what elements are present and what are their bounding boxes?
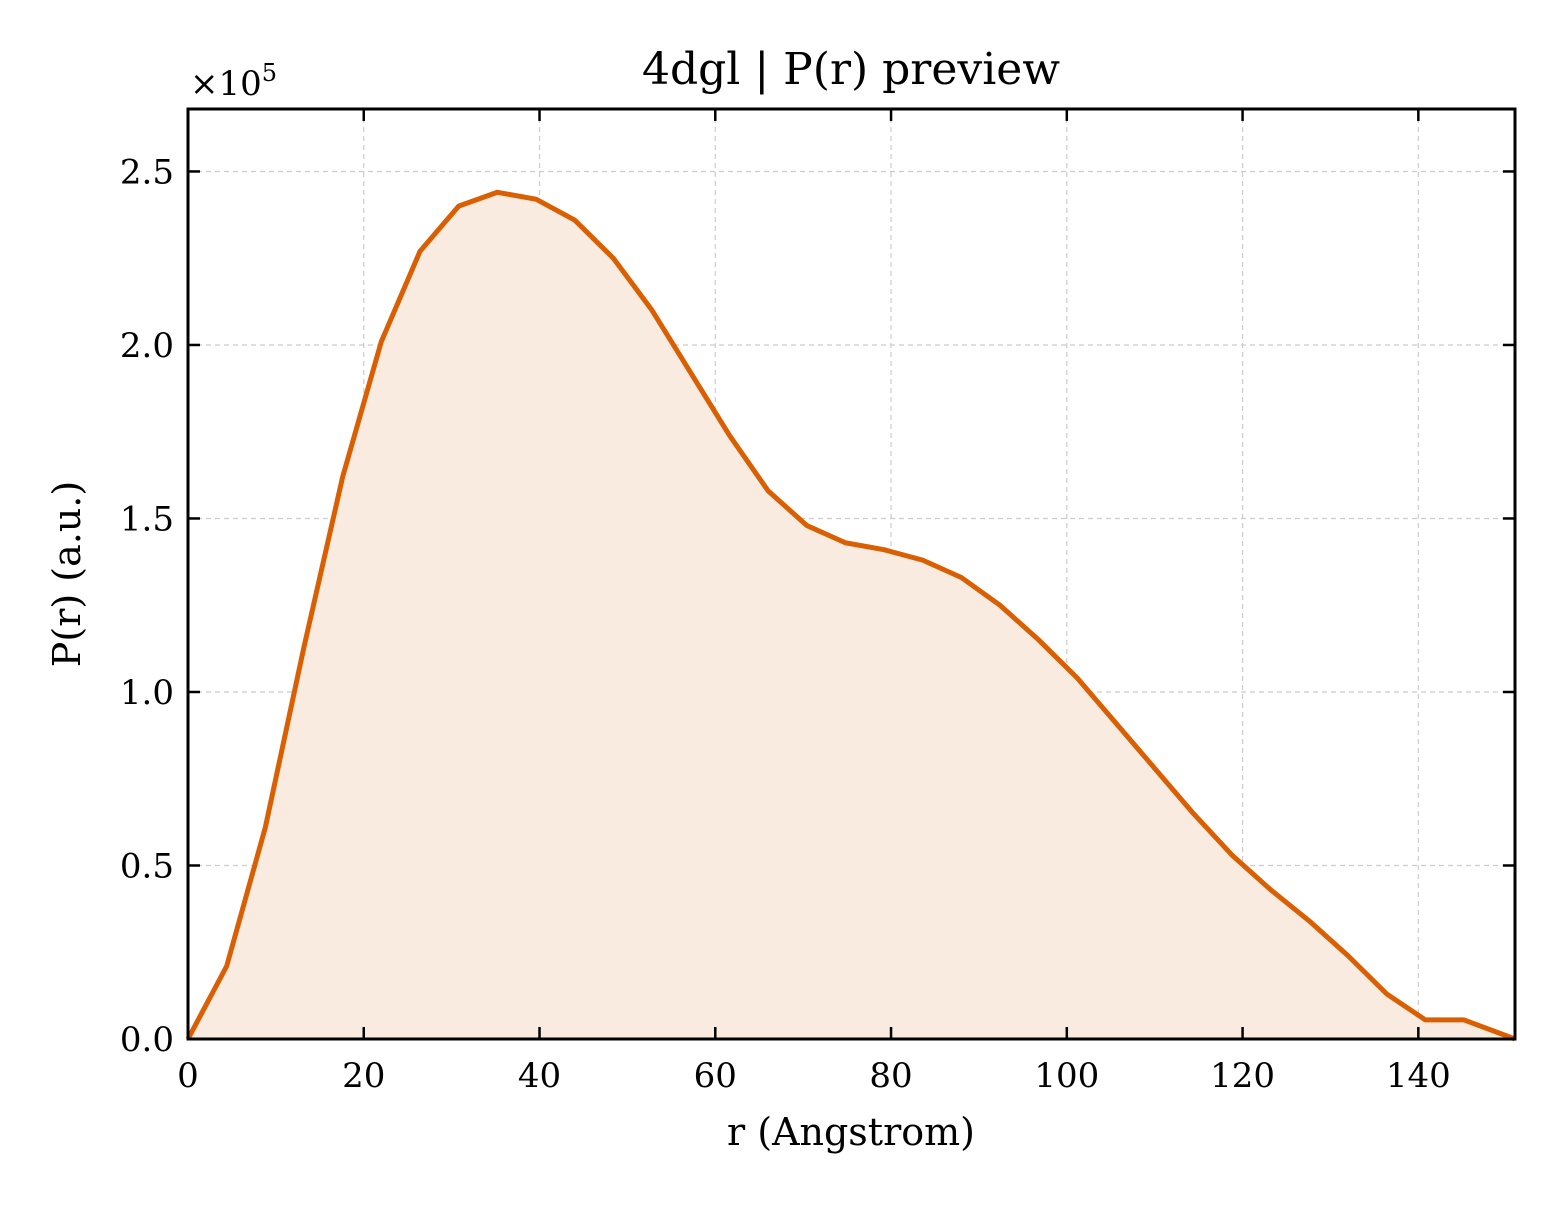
x-tick-label: 40 [518, 1056, 561, 1096]
y-axis-label: P(r) (a.u.) [45, 481, 89, 667]
y-tick-label: 1.0 [120, 673, 174, 713]
x-axis-label: r (Angstrom) [727, 1110, 975, 1154]
x-tick-label: 140 [1386, 1056, 1451, 1096]
ticks: 0 20 40 60 80 100 120 140 0.0 0.5 1.0 1.5 2.0 2.5 [120, 109, 1515, 1096]
y-axis-multiplier-base: ×10 [190, 64, 262, 104]
x-tick-label: 80 [869, 1056, 912, 1096]
y-tick-label: 2.0 [120, 326, 174, 366]
x-tick-label: 0 [177, 1056, 199, 1096]
chart-title: 4dgl | P(r) preview [642, 44, 1060, 95]
x-tick-label: 20 [342, 1056, 385, 1096]
x-tick-label: 60 [694, 1056, 737, 1096]
plot-frame [186, 107, 1517, 1041]
x-tick-label: 100 [1034, 1056, 1099, 1096]
y-tick-label: 0.5 [120, 846, 174, 886]
plot-data [185, 189, 1516, 1042]
y-tick-label: 0.0 [120, 1020, 174, 1060]
x-tick-label: 120 [1210, 1056, 1275, 1096]
y-tick-label: 2.5 [120, 152, 174, 192]
series-area-fill [188, 192, 1515, 1039]
y-axis-multiplier-exponent: 5 [262, 59, 277, 87]
series-line [185, 189, 1516, 1042]
y-axis-multiplier: ×105 [190, 59, 277, 104]
y-tick-label: 1.5 [120, 499, 174, 539]
